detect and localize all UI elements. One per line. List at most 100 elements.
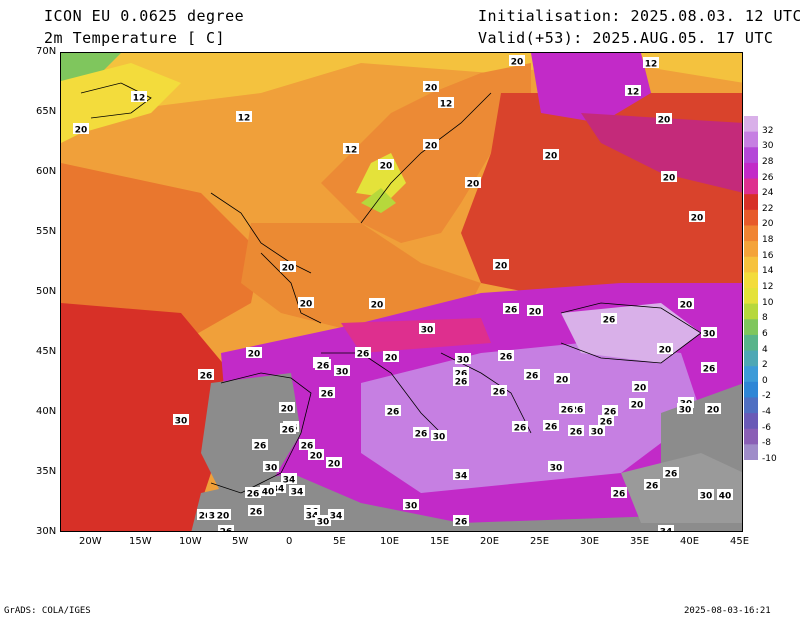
temperature-label-text: 20	[634, 384, 647, 394]
temperature-label-text: 30	[336, 368, 349, 378]
colorbar-swatch	[744, 366, 758, 383]
temperature-label: 26	[413, 427, 429, 440]
temperature-label-bg	[423, 81, 439, 92]
temperature-label: 26	[498, 350, 514, 363]
temperature-label-text: 12	[345, 146, 358, 156]
temperature-label: 20	[493, 259, 509, 272]
temperature-label: 34	[289, 485, 305, 498]
temperature-label: 20	[308, 449, 324, 462]
lon-label: 25E	[530, 536, 550, 547]
colorbar-level: 18	[762, 235, 774, 246]
temperature-label-text: 26	[646, 482, 659, 492]
temperature-label-text: 26	[545, 423, 558, 433]
temperature-label-text: 20	[328, 460, 341, 470]
temperature-label: 20	[554, 373, 570, 386]
temperature-label: 40	[260, 485, 276, 498]
temperature-label-bg	[601, 313, 617, 324]
temperature-label-text: 20	[556, 376, 569, 386]
temperature-label-bg	[498, 350, 514, 361]
colorbar-level: -2	[762, 391, 771, 402]
temperature-label-bg	[315, 515, 331, 526]
colorbar-level: 16	[762, 250, 774, 261]
temperature-label-text: 26	[301, 442, 314, 452]
med-lilac	[361, 343, 701, 493]
temperature-label-text: 30	[700, 492, 713, 502]
temperature-label: 26	[524, 369, 540, 382]
temperature-label-bg	[453, 367, 469, 378]
colorbar-level: 26	[762, 172, 774, 183]
temperature-label-text: 30	[265, 464, 278, 474]
temperature-label-bg	[698, 489, 714, 500]
lat-label: 35N	[36, 466, 57, 477]
temperature-label: 20	[657, 343, 673, 356]
lat-label: 60N	[36, 166, 57, 177]
lon-label: 20E	[480, 536, 500, 547]
temperature-label-text: 26	[455, 370, 468, 380]
temperature-label: 12	[438, 97, 454, 110]
temperature-label: 20	[423, 139, 439, 152]
temperature-label-bg	[236, 111, 252, 122]
temperature-label: 12	[131, 91, 147, 104]
temperature-label: 26	[198, 369, 214, 382]
temperature-label: 20	[705, 403, 721, 416]
temperature-label-text: 20	[545, 152, 558, 162]
colorbar-swatch	[744, 256, 758, 273]
temperature-label-text: 20	[385, 354, 398, 364]
footer-credit: GrADS: COLA/IGES	[4, 606, 91, 616]
temperature-label: 30	[455, 353, 471, 366]
temperature-label: 26	[252, 439, 268, 452]
temperature-label: 26	[218, 525, 234, 533]
temperature-label-text: 20	[282, 264, 295, 274]
temperature-label-bg	[431, 430, 447, 441]
temperature-label: 30	[698, 489, 714, 502]
temperature-label: 20	[509, 55, 525, 68]
temperature-label-text: 34	[283, 476, 296, 486]
temperature-label: 30	[419, 323, 435, 336]
lon-label: 15W	[129, 536, 152, 547]
temperature-label: 20	[383, 351, 399, 364]
temperature-label: 26	[503, 303, 519, 316]
northeast-magenta	[531, 53, 651, 123]
colorbar-swatch	[744, 209, 758, 226]
lon-label: 45E	[730, 536, 750, 547]
temperature-label-bg	[413, 427, 429, 438]
temperature-label-text: 20	[310, 452, 323, 462]
iceland-cold	[61, 53, 121, 83]
north-yellow	[61, 53, 742, 123]
temperature-label: 20	[656, 113, 672, 126]
temperature-label-text: 26	[493, 388, 506, 398]
temperature-label-bg	[279, 402, 295, 413]
temperature-label-text: 26	[604, 408, 617, 418]
lon-label: 30E	[580, 536, 600, 547]
temperature-label: 26	[453, 375, 469, 388]
temperature-label-bg	[657, 343, 673, 354]
lat-label: 70N	[36, 46, 57, 57]
temperature-label-text: 20	[511, 58, 524, 68]
temperature-label: 26	[568, 425, 584, 438]
model-title: ICON EU 0.0625 degree	[44, 7, 245, 25]
temperature-label: 20	[423, 81, 439, 94]
temperature-label-text: 26	[220, 528, 233, 533]
colorbar-swatch	[744, 334, 758, 352]
temperature-label-text: 26	[415, 430, 428, 440]
temperature-label: 20	[629, 398, 645, 411]
temperature-label: 26	[663, 467, 679, 480]
temperature-label: 26	[602, 405, 618, 418]
temperature-label-text: 12	[645, 60, 658, 70]
temperature-label-bg	[643, 57, 659, 68]
temperature-label-text: 20	[707, 406, 720, 416]
temperature-label-bg	[281, 473, 297, 484]
atlantic-red	[61, 303, 231, 531]
temperature-label: 26	[197, 509, 213, 522]
norway-cool2	[361, 188, 396, 213]
temperature-label: 26	[701, 362, 717, 375]
temperature-label-bg	[453, 515, 469, 526]
temperature-label-bg	[677, 403, 693, 414]
colorbar-level: 24	[762, 188, 774, 199]
temperature-label-text: 20	[663, 174, 676, 184]
temperature-label-text: 26	[613, 490, 626, 500]
temperature-label-bg	[491, 385, 507, 396]
temperature-label: 26	[559, 403, 575, 416]
atlantic-orange	[61, 163, 261, 353]
temperature-label-bg	[328, 509, 344, 520]
